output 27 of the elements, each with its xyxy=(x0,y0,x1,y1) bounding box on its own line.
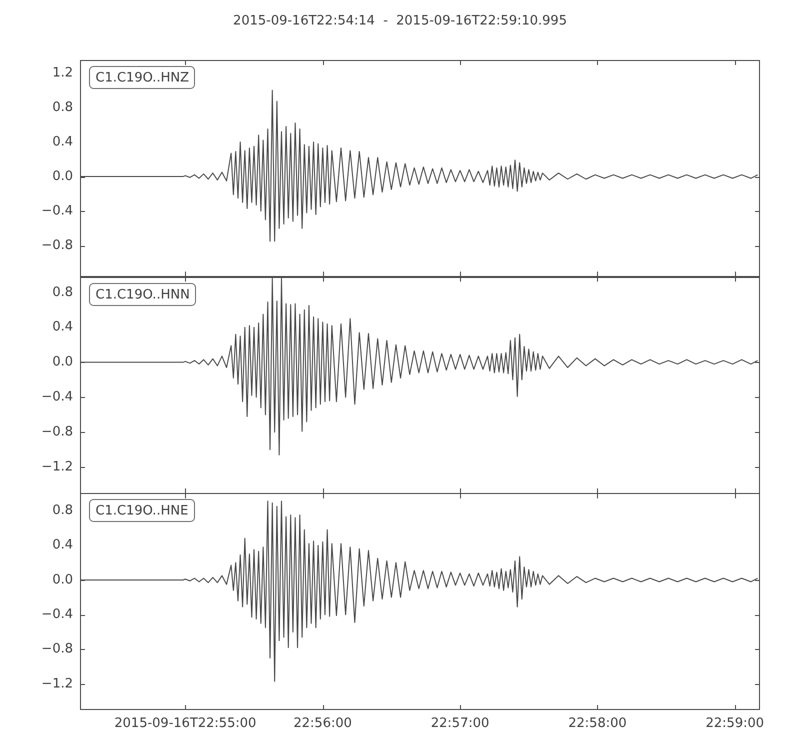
y-tick-label: 0.0 xyxy=(52,354,73,370)
y-tick-label: −1.2 xyxy=(41,676,73,692)
y-tick-label: −0.4 xyxy=(41,203,73,218)
y-tick-label: −1.2 xyxy=(41,460,73,474)
y-tick-label: −0.4 xyxy=(41,390,73,405)
y-tick-label: 0.4 xyxy=(52,320,73,335)
x-tick-label: 22:56:00 xyxy=(294,716,352,732)
annotation: C1.C19O..HNZ xyxy=(96,70,190,86)
y-tick-label: 0.4 xyxy=(52,538,73,553)
x-tick-label: 22:58:00 xyxy=(568,716,627,732)
y-tick-label: 0.8 xyxy=(52,503,73,518)
y-tick-label: −0.4 xyxy=(41,607,73,622)
y-tick-label: −0.8 xyxy=(41,424,73,440)
y-tick-label: 0.8 xyxy=(52,100,73,115)
y-tick-label: −0.8 xyxy=(41,642,73,657)
chart-title: 2015-09-16T22:54:14 - 2015-09-16T22:59:10.995 xyxy=(233,13,567,28)
y-tick-label: 1.2 xyxy=(52,65,73,80)
x-tick-label: 22:59:00 xyxy=(706,716,764,732)
y-tick-label: 0.8 xyxy=(52,284,73,300)
annotation: C1.C19O..HNN xyxy=(96,287,190,302)
y-tick-label: 0.0 xyxy=(52,168,73,184)
x-tick-label: 22:57:00 xyxy=(430,716,490,732)
x-tick-label: 2015-09-16T22:55:00 xyxy=(114,716,256,732)
y-tick-label: 0.4 xyxy=(52,134,73,150)
y-tick-label: 0.0 xyxy=(52,572,73,588)
y-tick-label: −0.8 xyxy=(41,238,73,253)
annotation: C1.C19O..HNE xyxy=(96,503,188,518)
